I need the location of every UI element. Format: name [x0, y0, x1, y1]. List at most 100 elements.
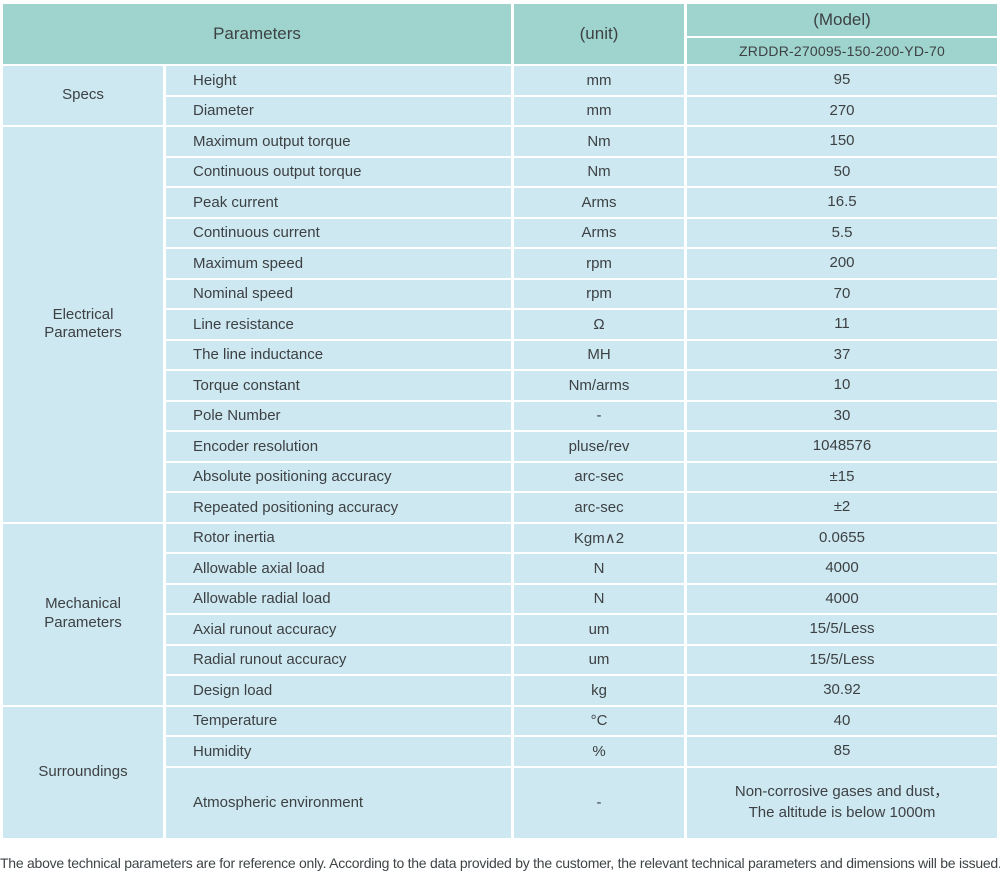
table-row: Surroundings Temperature °C 40 [3, 706, 997, 838]
param-cell: Repeated positioning accuracy [166, 493, 511, 522]
param-cell: Rotor inertia [166, 523, 511, 552]
group-cell-mechanical: Mechanical Parameters [3, 523, 163, 705]
param-cell: Atmospheric environment [166, 767, 511, 838]
param-cell: Diameter [166, 96, 511, 125]
unit-cell: kg [514, 676, 684, 705]
group-cell-electrical: Electrical Parameters [3, 127, 163, 522]
table-row: Nominal speed rpm 70 [3, 279, 997, 308]
unit-cell: % [514, 737, 684, 766]
param-cell: Axial runout accuracy [166, 615, 511, 644]
table-row: Allowable radial load N 4000 [3, 584, 997, 613]
param-cell: The line inductance [166, 340, 511, 369]
param-cell: Absolute positioning accuracy [166, 462, 511, 491]
value-cell: 5.5 [687, 218, 997, 247]
value-cell: ±15 [687, 462, 997, 491]
table-row: Pole Number - 30 [3, 401, 997, 430]
value-cell: 37 [687, 340, 997, 369]
value-cell: 270 [687, 96, 997, 125]
param-cell: Torque constant [166, 371, 511, 400]
param-cell: Pole Number [166, 401, 511, 430]
footnote-text: The above technical parameters are for r… [0, 854, 1000, 871]
table-row: Continuous output torque Nm 50 [3, 157, 997, 186]
unit-cell: N [514, 584, 684, 613]
value-cell: 4000 [687, 554, 997, 583]
param-cell: Height [166, 66, 511, 95]
unit-cell: °C [514, 706, 684, 735]
param-cell: Allowable radial load [166, 584, 511, 613]
group-cell-surroundings: Surroundings [3, 706, 163, 838]
param-cell: Maximum output torque [166, 127, 511, 156]
group-cell-specs: Specs [3, 66, 163, 125]
unit-cell: pluse/rev [514, 432, 684, 461]
table-row: Absolute positioning accuracy arc-sec ±1… [3, 462, 997, 491]
group-label: Surroundings [38, 762, 128, 780]
value-cell: 200 [687, 249, 997, 278]
group-label: Specs [62, 86, 104, 104]
table-row: Maximum speed rpm 200 [3, 249, 997, 278]
table-row: The line inductance MH 37 [3, 340, 997, 369]
table-row: Diameter mm 270 [3, 96, 997, 125]
value-cell: 10 [687, 371, 997, 400]
unit-cell: rpm [514, 279, 684, 308]
group-label: Mechanical Parameters [44, 595, 122, 631]
unit-cell: arc-sec [514, 462, 684, 491]
header-parameters: Parameters [3, 4, 511, 64]
value-cell: 15/5/Less [687, 615, 997, 644]
value-cell: 70 [687, 279, 997, 308]
value-cell: 0.0655 [687, 523, 997, 552]
param-cell: Line resistance [166, 310, 511, 339]
value-cell: 150 [687, 127, 997, 156]
unit-cell: um [514, 615, 684, 644]
unit-cell: arc-sec [514, 493, 684, 522]
table-row: Atmospheric environment - Non-corrosive … [3, 767, 997, 838]
group-label: Electrical Parameters [44, 305, 122, 342]
unit-cell: mm [514, 66, 684, 95]
unit-cell: Arms [514, 188, 684, 217]
value-cell: 50 [687, 157, 997, 186]
param-cell: Nominal speed [166, 279, 511, 308]
table-header: Parameters (unit) (Model) ZRDDR-270095-1… [3, 4, 997, 64]
value-cell: 1048576 [687, 432, 997, 461]
unit-cell: rpm [514, 249, 684, 278]
table-row: Peak current Arms 16.5 [3, 188, 997, 217]
header-model-number: ZRDDR-270095-150-200-YD-70 [687, 38, 997, 64]
spec-table: Parameters (unit) (Model) ZRDDR-270095-1… [0, 2, 1000, 840]
table-row: Radial runout accuracy um 15/5/Less [3, 645, 997, 674]
value-cell: 30 [687, 401, 997, 430]
unit-cell: - [514, 401, 684, 430]
header-model: (Model) [687, 4, 997, 36]
unit-cell: - [514, 767, 684, 838]
param-cell: Peak current [166, 188, 511, 217]
table-row: Axial runout accuracy um 15/5/Less [3, 615, 997, 644]
table-row: Specs Height mm 95 [3, 66, 997, 125]
unit-cell: Kgm∧2 [514, 523, 684, 552]
unit-cell: mm [514, 96, 684, 125]
param-cell: Radial runout accuracy [166, 645, 511, 674]
table-row: Humidity % 85 [3, 737, 997, 766]
table-row: Repeated positioning accuracy arc-sec ±2 [3, 493, 997, 522]
table-row: Torque constant Nm/arms 10 [3, 371, 997, 400]
header-row-1: Parameters (unit) (Model) [3, 4, 997, 64]
param-cell: Maximum speed [166, 249, 511, 278]
unit-cell: Ω [514, 310, 684, 339]
value-cell: 95 [687, 66, 997, 95]
value-cell: 40 [687, 706, 997, 735]
value-cell: 30.92 [687, 676, 997, 705]
value-cell: 85 [687, 737, 997, 766]
table-row: Continuous current Arms 5.5 [3, 218, 997, 247]
table-row: Encoder resolution pluse/rev 1048576 [3, 432, 997, 461]
header-unit: (unit) [514, 4, 684, 64]
param-cell: Humidity [166, 737, 511, 766]
value-cell: 15/5/Less [687, 645, 997, 674]
unit-cell: Arms [514, 218, 684, 247]
unit-cell: um [514, 645, 684, 674]
param-cell: Allowable axial load [166, 554, 511, 583]
value-cell: 4000 [687, 584, 997, 613]
value-cell: ±2 [687, 493, 997, 522]
param-cell: Temperature [166, 706, 511, 735]
param-cell: Continuous current [166, 218, 511, 247]
param-cell: Encoder resolution [166, 432, 511, 461]
value-cell: 11 [687, 310, 997, 339]
table-row: Design load kg 30.92 [3, 676, 997, 705]
